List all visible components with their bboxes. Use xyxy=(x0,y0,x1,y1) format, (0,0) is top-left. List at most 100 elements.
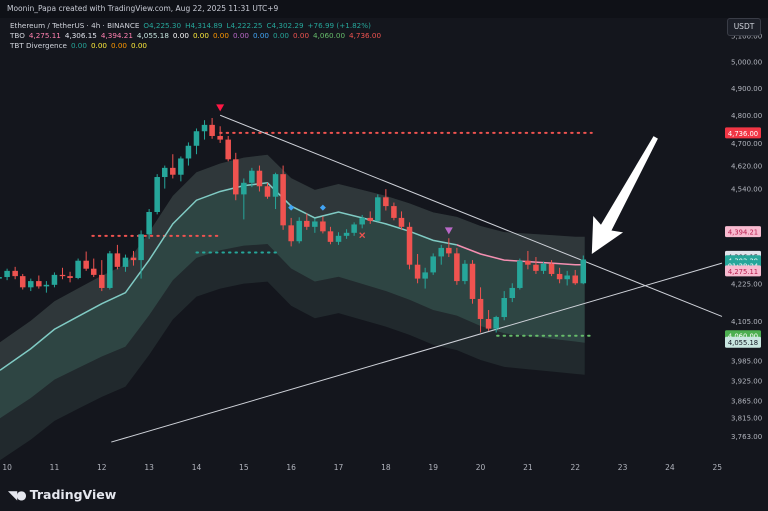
candle xyxy=(249,167,255,188)
price-axis[interactable]: 3,763.00 3,815.00 3,865.00 3,925.00 3,985.00… xyxy=(731,32,762,440)
candle xyxy=(256,165,263,192)
candle-body xyxy=(178,158,184,175)
x-tick-label: 23 xyxy=(618,463,628,472)
y-tick-label: 5,100.00 xyxy=(731,32,762,40)
candle-body xyxy=(414,264,421,279)
legend-value: 4,060.00 xyxy=(313,31,346,40)
candle xyxy=(264,182,271,199)
candle-body xyxy=(383,197,389,207)
candle-body xyxy=(51,274,58,285)
x-tick-label: 19 xyxy=(428,463,438,472)
candle xyxy=(170,154,176,179)
candle xyxy=(75,258,81,280)
y-tick-label: 4,225.00 xyxy=(731,280,762,288)
candle xyxy=(375,194,381,222)
candle xyxy=(154,174,160,215)
candle xyxy=(43,281,50,293)
candle xyxy=(138,230,144,279)
candle-body xyxy=(256,170,263,187)
currency-button[interactable]: USDT xyxy=(727,18,761,36)
y-tick-label: 3,763.00 xyxy=(731,433,762,441)
x-tick-label: 14 xyxy=(192,463,202,472)
candle xyxy=(193,128,200,155)
candle-body xyxy=(272,174,279,197)
upper-band xyxy=(0,154,585,371)
candle xyxy=(548,260,555,277)
trendlines xyxy=(111,114,723,443)
x-tick-label: 15 xyxy=(239,463,249,472)
price-badge xyxy=(725,265,761,277)
candle xyxy=(517,258,523,290)
y-tick-label: 3,865.00 xyxy=(731,398,762,406)
candle-body xyxy=(556,273,563,280)
trendline xyxy=(219,114,723,317)
candle xyxy=(556,267,563,284)
candle-body xyxy=(217,135,223,140)
candle-body xyxy=(351,224,357,233)
candle xyxy=(320,216,326,234)
candle xyxy=(398,211,405,230)
legend-value: TBO xyxy=(10,31,25,40)
candle xyxy=(241,178,247,220)
candle xyxy=(422,267,428,289)
candle-body xyxy=(241,182,247,195)
legend-value: TBT Divergence xyxy=(10,41,67,50)
candle xyxy=(580,255,587,285)
candle-body xyxy=(375,197,381,221)
candle-body xyxy=(580,259,587,284)
candle xyxy=(178,156,184,182)
legend-value: Ethereum / TetherUS · 4h · BINANCE xyxy=(10,21,140,30)
candle xyxy=(4,268,10,281)
candle-body xyxy=(264,186,271,197)
legend-value: 4,055.18 xyxy=(136,31,169,40)
cross-stroke xyxy=(359,232,366,239)
candle xyxy=(572,269,578,285)
price-badge xyxy=(725,127,761,139)
volatility-bands xyxy=(0,154,585,461)
candle-body xyxy=(304,220,310,227)
signal-markers xyxy=(216,104,453,239)
price-badge-label: 4,736.00 xyxy=(728,130,758,138)
legend-row: Ethereum / TetherUS · 4h · BINANCE O4,225… xyxy=(10,21,375,30)
candle-body xyxy=(130,257,137,261)
time-axis[interactable]: 10 11 12 13 14 15 16 17 18 19 20 21 22 23 24 25 xyxy=(2,463,722,472)
candle xyxy=(430,253,436,275)
triangle-down-icon xyxy=(444,227,453,235)
credit-text: Moonin_Papa created with TradingView.com… xyxy=(7,4,279,13)
candle xyxy=(414,253,421,284)
legend-value: +76.99 (+1.82%) xyxy=(307,21,371,30)
candle-body xyxy=(477,298,484,319)
candle-body xyxy=(43,284,50,287)
candle-body xyxy=(438,247,445,257)
candle xyxy=(533,257,539,274)
candle-body xyxy=(327,231,334,242)
tradingview-logo-icon: ◥● xyxy=(8,488,27,502)
candle xyxy=(272,172,279,210)
candle-body xyxy=(99,274,105,288)
candle-body xyxy=(533,264,539,271)
candle-body xyxy=(525,260,531,265)
y-tick-label: 5,000.00 xyxy=(731,58,762,66)
ma-line-bull xyxy=(0,181,458,371)
candle-body xyxy=(114,253,121,267)
y-tick-label: 4,900.00 xyxy=(731,85,762,93)
candle xyxy=(540,261,547,274)
legend-value: 0.00 xyxy=(252,31,269,40)
candle-body xyxy=(406,226,413,265)
price-badge-label: 4,275.11 xyxy=(728,268,758,276)
candle xyxy=(59,267,66,280)
arrow-icon xyxy=(591,136,658,254)
candle xyxy=(217,126,223,143)
legend-row: TBT Divergence 0.00 0.00 0.00 0.00 xyxy=(10,41,151,50)
legend-value: 0.00 xyxy=(192,31,209,40)
candle xyxy=(0,277,2,279)
candle xyxy=(493,315,499,333)
candle xyxy=(201,120,208,140)
brand-name: TradingView xyxy=(29,487,117,502)
price-badge-label: 4,055.18 xyxy=(728,339,758,347)
legend-value: L4,222.25 xyxy=(226,21,263,30)
x-tick-label: 18 xyxy=(381,463,391,472)
arrow-shape xyxy=(591,136,658,254)
candle-body xyxy=(548,263,555,274)
